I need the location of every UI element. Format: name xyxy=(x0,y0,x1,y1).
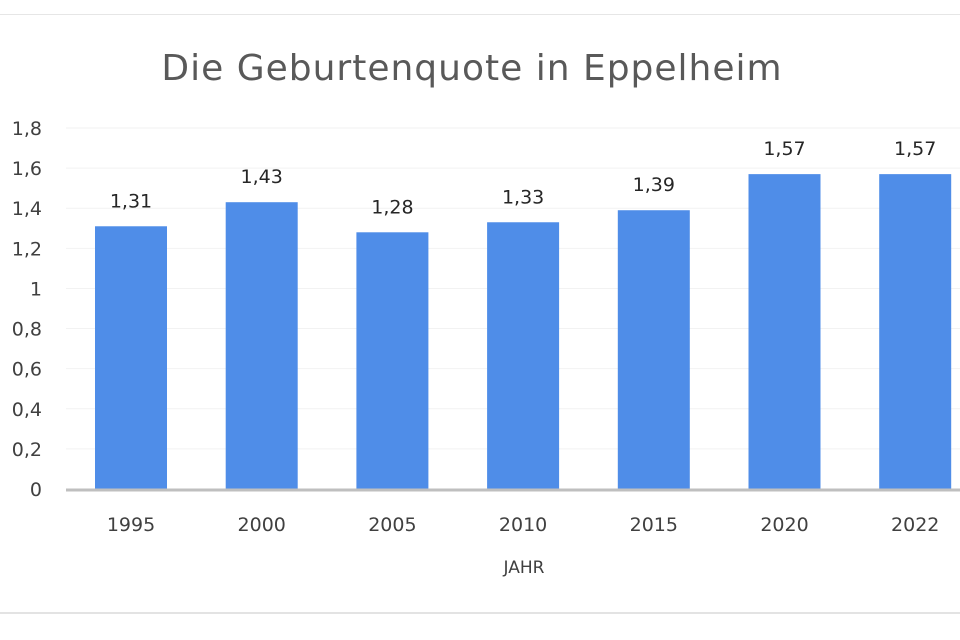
data-label-2022: 1,57 xyxy=(894,138,936,160)
bar-1995 xyxy=(95,226,167,489)
y-tick-label: 0 xyxy=(30,479,42,501)
x-tick-label-1995: 1995 xyxy=(107,514,155,536)
x-axis-ticks: 1995 2000 2005 2010 2015 2020 2022 xyxy=(107,514,940,536)
y-axis-ticks: 0 0,2 0,4 0,6 0,8 1 1,2 1,4 1,6 1,8 xyxy=(12,118,42,501)
x-tick-label-2020: 2020 xyxy=(760,514,808,536)
bars xyxy=(95,174,952,490)
y-tick-label: 1,8 xyxy=(12,118,42,140)
y-tick-label: 0,6 xyxy=(12,359,42,381)
data-label-2010: 1,33 xyxy=(502,186,544,208)
x-tick-label-2010: 2010 xyxy=(499,514,547,536)
frame-top-border xyxy=(0,14,960,15)
y-tick-label: 0,2 xyxy=(12,439,42,461)
data-label-2015: 1,39 xyxy=(633,174,675,196)
y-tick-label: 0,4 xyxy=(12,399,42,421)
x-axis-title: JAHR xyxy=(503,558,545,578)
y-tick-label: 1 xyxy=(30,278,42,300)
chart-title: Die Geburtenquote in Eppelheim xyxy=(161,48,782,89)
bar-2005 xyxy=(356,232,429,490)
bar-2022 xyxy=(879,174,952,489)
data-label-2005: 1,28 xyxy=(371,196,413,218)
data-label-1995: 1,31 xyxy=(110,190,152,212)
data-label-2000: 1,43 xyxy=(241,166,283,188)
x-tick-label-2022: 2022 xyxy=(891,514,939,536)
y-tick-label: 0,8 xyxy=(12,319,42,341)
y-tick-label: 1,2 xyxy=(12,238,42,260)
data-labels: 1,31 1,43 1,28 1,33 1,39 1,57 1,57 xyxy=(110,138,937,218)
x-tick-label-2000: 2000 xyxy=(238,514,286,536)
x-tick-label-2005: 2005 xyxy=(368,514,416,536)
bar-2015 xyxy=(617,210,690,489)
bar-2010 xyxy=(487,222,560,489)
x-tick-label-2015: 2015 xyxy=(630,514,678,536)
bar-2020 xyxy=(748,174,821,489)
frame-bottom-border xyxy=(0,612,960,614)
y-tick-label: 1,6 xyxy=(12,158,42,180)
bar-2000 xyxy=(225,202,298,489)
data-label-2020: 1,57 xyxy=(763,138,805,160)
y-tick-label: 1,4 xyxy=(12,198,42,220)
